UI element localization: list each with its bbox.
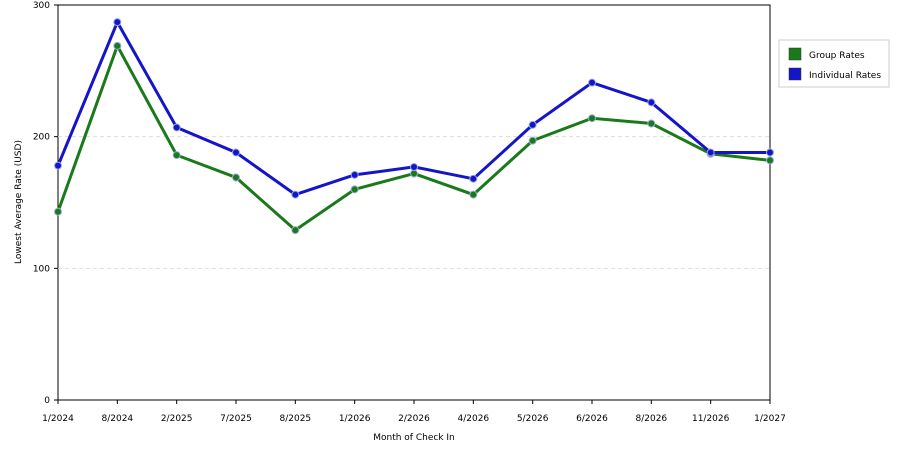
x-tick-label: 6/2026 <box>576 414 608 424</box>
data-point <box>350 170 359 179</box>
data-point <box>766 156 774 165</box>
y-axis-label: Lowest Average Rate (USD) <box>14 140 24 264</box>
data-point <box>54 161 62 170</box>
data-point <box>410 169 418 178</box>
x-tick-label: 2/2025 <box>161 414 193 424</box>
data-point <box>113 18 122 27</box>
data-point <box>528 136 537 145</box>
data-point <box>647 98 656 107</box>
x-tick-label: 8/2026 <box>635 414 667 424</box>
data-point <box>350 185 359 194</box>
data-point <box>410 162 418 171</box>
legend-label: Individual Rates <box>809 71 881 81</box>
data-point <box>113 41 122 50</box>
data-point <box>469 190 478 199</box>
legend-swatch <box>788 47 802 61</box>
legend-label: Group Rates <box>809 51 865 61</box>
data-point <box>232 148 240 157</box>
x-axis-label: Month of Check In <box>373 433 455 443</box>
data-point <box>291 190 300 199</box>
x-tick-label: 11/2026 <box>692 414 730 424</box>
x-tick-label: 7/2025 <box>220 414 252 424</box>
data-point <box>766 148 774 157</box>
data-point <box>172 151 181 160</box>
x-tick-label: 8/2025 <box>279 414 311 424</box>
data-point <box>232 173 240 182</box>
x-tick-label: 1/2024 <box>42 414 74 424</box>
data-point <box>706 148 715 157</box>
data-point <box>291 226 300 235</box>
x-tick-label: 1/2026 <box>339 414 371 424</box>
data-point <box>647 119 656 128</box>
data-point <box>172 123 181 132</box>
legend-swatch <box>788 67 802 81</box>
data-point <box>588 78 596 87</box>
x-tick-label: 2/2026 <box>398 414 430 424</box>
y-tick-label: 0 <box>44 396 50 406</box>
data-point <box>588 114 596 123</box>
data-point <box>528 120 537 129</box>
x-tick-label: 8/2024 <box>101 414 133 424</box>
x-tick-label: 4/2026 <box>457 414 489 424</box>
plot-area <box>57 4 771 401</box>
y-tick-label: 200 <box>33 133 50 143</box>
x-tick-label: 5/2026 <box>517 414 549 424</box>
y-tick-label: 300 <box>33 1 50 11</box>
x-tick-label: 1/2027 <box>754 414 786 424</box>
series-line <box>56 42 771 233</box>
y-tick-label: 100 <box>33 264 50 274</box>
data-point <box>54 207 62 216</box>
data-point <box>469 174 478 183</box>
